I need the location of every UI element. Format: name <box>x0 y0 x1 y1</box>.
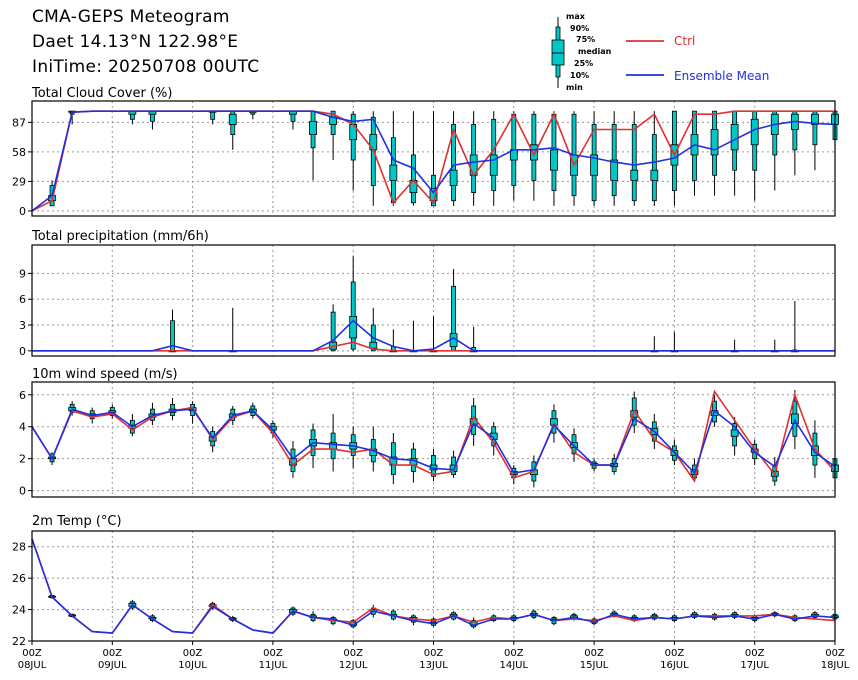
box-p25-p75 <box>610 159 619 181</box>
y-tick-label: 22 <box>12 635 26 648</box>
y-tick-label: 9 <box>19 267 26 280</box>
legend-box-label: min <box>566 83 583 92</box>
legend-ctrl-label: Ctrl <box>674 34 695 48</box>
x-tick-label-date: 13JUL <box>419 660 448 671</box>
y-tick-label: 6 <box>19 389 26 402</box>
y-tick-label: 3 <box>19 319 26 332</box>
panel-title: Total Cloud Cover (%) <box>31 86 172 101</box>
box-p25-p75 <box>389 164 398 181</box>
panel-title: 2m Temp (°C) <box>32 514 122 529</box>
ensemble-mean-line <box>32 319 835 352</box>
y-tick-label: 28 <box>12 541 26 554</box>
x-tick-label-time: 00Z <box>665 648 685 659</box>
panel-title: 10m wind speed (m/s) <box>32 367 178 382</box>
x-tick-label-time: 00Z <box>825 648 845 659</box>
box-p25-p75 <box>449 169 458 186</box>
legend-box-label: 25% <box>574 59 593 68</box>
box-p25-p75 <box>349 316 358 339</box>
box-p25-p75 <box>710 129 719 156</box>
legend-box-label: max <box>566 12 586 21</box>
x-tick-label-time: 00Z <box>745 648 765 659</box>
box-p25-p75 <box>550 149 558 171</box>
y-tick-label: 87 <box>12 116 26 129</box>
box-p25-p75 <box>369 341 378 349</box>
x-tick-label-time: 00Z <box>22 648 42 659</box>
box-p25-p75 <box>811 113 819 125</box>
location-label: Daet 14.13°N 122.98°E <box>32 32 239 52</box>
x-tick-label-date: 08JUL <box>18 660 47 671</box>
panel-frame <box>31 100 836 217</box>
legend-box-label: 75% <box>576 35 595 44</box>
x-tick-label-date: 14JUL <box>500 660 529 671</box>
box-p10-p90 <box>651 134 657 202</box>
y-tick-label: 29 <box>12 175 26 188</box>
ensemble-mean-line <box>31 110 836 212</box>
x-tick-label-time: 00Z <box>504 648 524 659</box>
box-p10-p90 <box>330 311 336 352</box>
y-tick-label: 26 <box>12 572 26 585</box>
box-p25-p75 <box>630 169 639 181</box>
x-tick-label-date: 12JUL <box>339 660 368 671</box>
x-tick-label-time: 00Z <box>343 648 363 659</box>
x-tick-label-time: 00Z <box>263 648 283 659</box>
init-time-label: IniTime: 20250708 00UTC <box>32 57 260 77</box>
chart-title: CMA-GEPS Meteogram <box>32 7 230 27</box>
legend-mean-label: Ensemble Mean <box>674 69 769 83</box>
box-p25-p75 <box>730 124 739 151</box>
box-p25-p75 <box>309 120 317 135</box>
legend-box-label: 90% <box>570 24 589 33</box>
ensemble-mean-line <box>31 408 836 475</box>
box-p25-p75 <box>590 154 598 176</box>
x-tick-label-time: 00Z <box>103 648 123 659</box>
x-tick-label-date: 09JUL <box>98 660 127 671</box>
x-tick-label-time: 00Z <box>584 648 604 659</box>
y-tick-label: 0 <box>19 345 26 358</box>
x-tick-label-date: 18JUL <box>821 660 850 671</box>
box-p10-p90 <box>631 124 637 202</box>
x-tick-label-time: 00Z <box>424 648 444 659</box>
y-tick-label: 24 <box>12 604 26 617</box>
y-tick-label: 6 <box>19 293 26 306</box>
x-tick-label-time: 00Z <box>183 648 203 659</box>
box-p10-p90 <box>350 281 356 350</box>
box-p25-p75 <box>529 144 538 161</box>
y-tick-label: 0 <box>19 485 26 498</box>
y-tick-label: 0 <box>19 205 26 218</box>
legend-box-label: median <box>578 47 612 56</box>
box-p10-p90 <box>411 154 416 204</box>
ensemble-mean-line <box>31 538 836 634</box>
x-tick-label-date: 11JUL <box>259 660 288 671</box>
panel-frame <box>31 381 836 498</box>
panel-title: Total precipitation (mm/6h) <box>31 229 209 244</box>
box-p25-p75 <box>650 169 659 181</box>
y-tick-label: 2 <box>19 453 26 466</box>
box-p25-p75 <box>228 113 237 125</box>
box-p10-p90 <box>451 124 456 202</box>
box-p25-p75 <box>750 118 759 146</box>
legend-box-label: 10% <box>570 71 589 80</box>
box-p25-p75 <box>489 154 498 176</box>
x-tick-label-date: 15JUL <box>580 660 609 671</box>
x-tick-label-date: 16JUL <box>660 660 689 671</box>
x-tick-label-date: 17JUL <box>740 660 769 671</box>
x-tick-label-date: 10JUL <box>178 660 207 671</box>
box-p25-p75 <box>730 429 739 437</box>
y-tick-label: 58 <box>12 146 26 159</box>
y-tick-label: 4 <box>19 421 26 434</box>
panel-frame <box>31 244 836 357</box>
box-p25-p75 <box>811 445 819 456</box>
